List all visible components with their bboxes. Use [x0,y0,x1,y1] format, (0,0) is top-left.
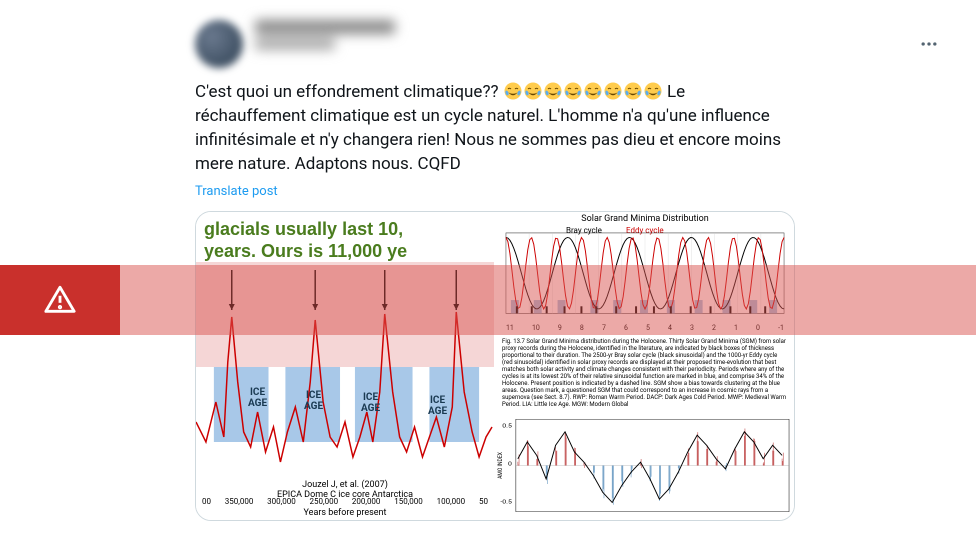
warning-icon-block [0,265,120,335]
rofl-emoji-icon [564,82,582,100]
chart-title: glacials usually last 10, years. Ours is… [196,212,494,262]
rofl-emoji-icon [524,82,542,100]
tweet-header [195,20,795,68]
chart-solar-minima: Solar Grand Minima Distribution Bray cyc… [496,212,794,334]
avatar[interactable] [195,20,243,68]
media-grid[interactable]: glacials usually last 10, years. Ours is… [195,211,795,521]
translate-link[interactable]: Translate post [195,184,278,199]
tweet-text-part1: C'est quoi un effondrement climatique?? [195,82,503,102]
chart-amo-index: Fig. 13.7 Solar Grand Minima distributio… [496,336,794,520]
solar-xticks: 11109876543210-1 [496,324,794,332]
svg-text:AMO INDEX: AMO INDEX [498,452,504,479]
ice-age-label: ICEAGE [304,390,323,412]
svg-text:-0.5: -0.5 [500,498,512,505]
rofl-emoji-icon [624,82,642,100]
solar-chart-svg [496,224,794,322]
amo-chart-svg: 0.5 0 -0.5 AMO INDEX [496,415,794,516]
warning-triangle-icon [43,283,77,317]
svg-text:0.5: 0.5 [502,422,512,429]
user-info-blurred [255,20,395,50]
xaxis-label: Years before present [304,508,387,518]
ice-age-label: ICEAGE [361,392,380,414]
chart-caption: Fig. 13.7 Solar Grand Minima distributio… [496,336,794,410]
xaxis-ticks: 00350,000300,000250,000200,000150,000100… [196,497,494,506]
glacial-chart-svg [196,262,494,502]
right-charts: Solar Grand Minima Distribution Bray cyc… [496,212,794,520]
svg-text:0: 0 [508,460,512,467]
ice-age-label: ICEAGE [248,387,267,409]
rofl-emoji-icon [644,82,662,100]
more-options-icon[interactable] [913,28,945,60]
rofl-emoji-icon [584,82,602,100]
chart-glacials: glacials usually last 10, years. Ours is… [196,212,494,520]
tweet-text: C'est quoi un effondrement climatique?? … [195,80,795,176]
solar-title: Solar Grand Minima Distribution [581,214,708,224]
ice-age-label: ICEAGE [428,395,447,417]
rofl-emoji-icon [544,82,562,100]
tweet: C'est quoi un effondrement climatique?? … [195,20,795,521]
rofl-emoji-icon [504,82,522,100]
rofl-emoji-icon [604,82,622,100]
